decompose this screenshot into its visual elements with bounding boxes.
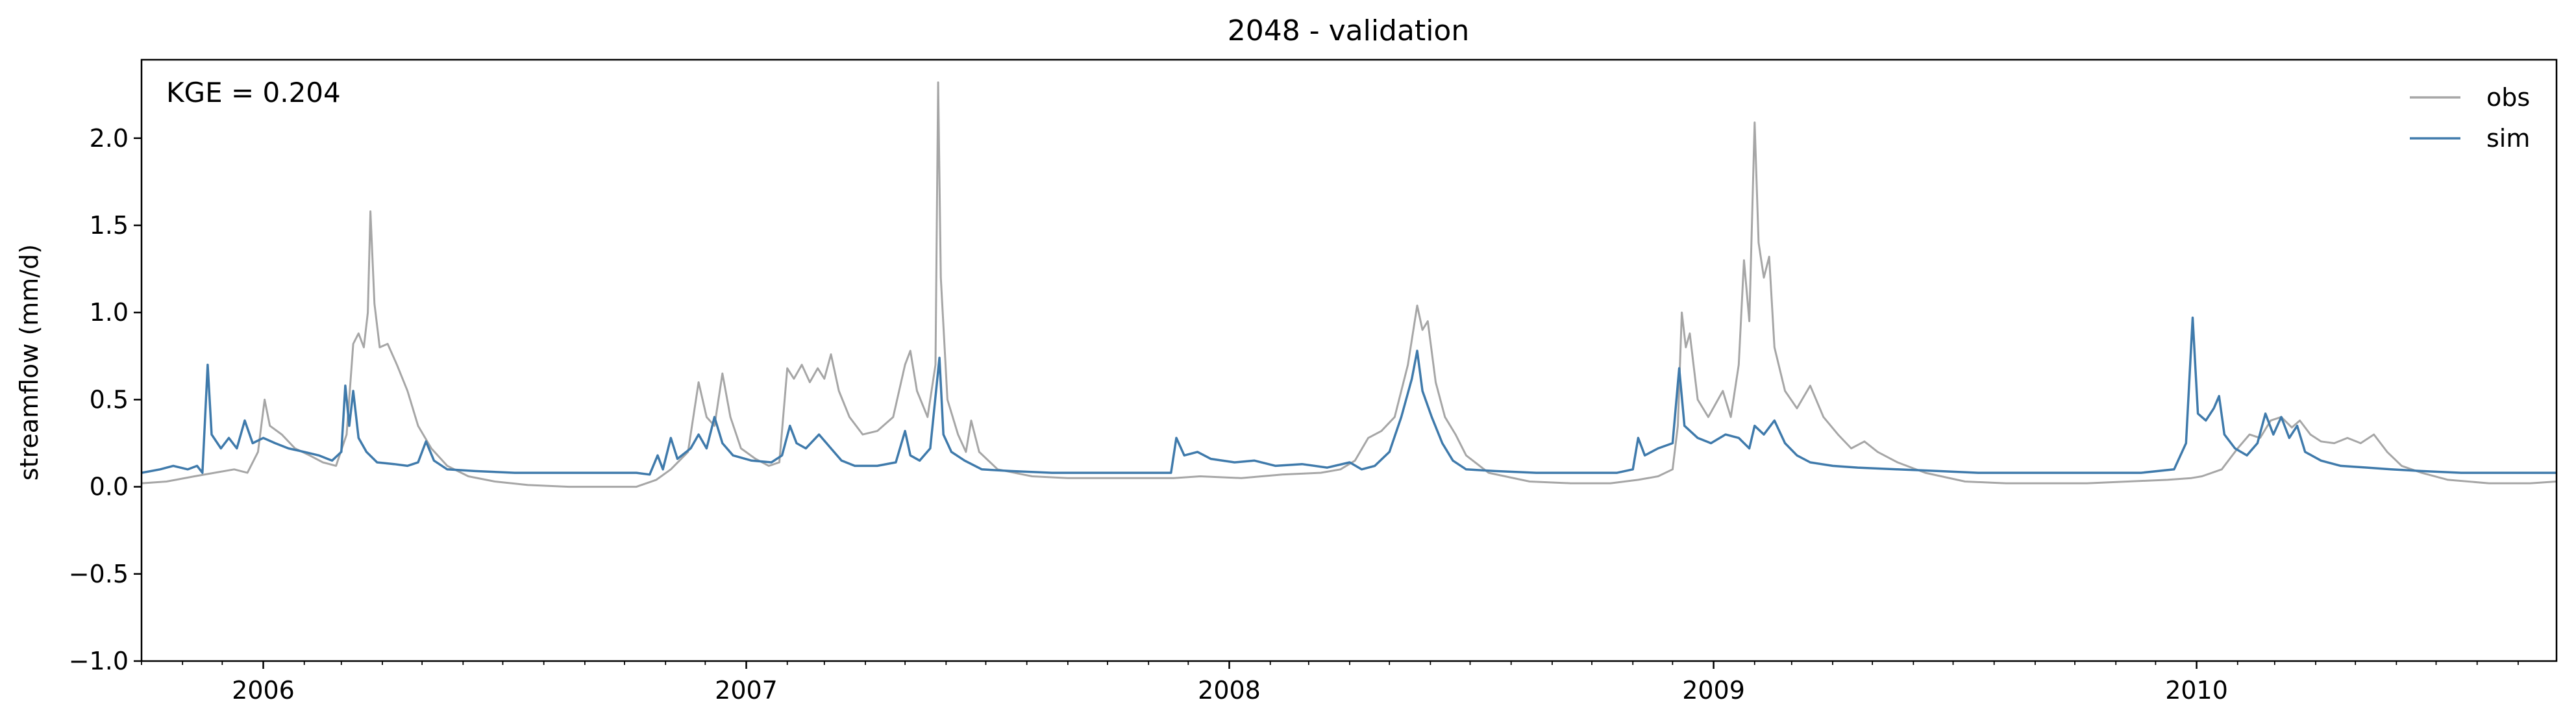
series-line-obs xyxy=(141,81,2557,488)
y-axis-label: streamflow (mm/d) xyxy=(15,244,43,481)
x-tick-label: 2009 xyxy=(1682,676,1745,705)
x-tick-label: 2006 xyxy=(232,676,295,705)
y-tick-label: 1.5 xyxy=(90,211,129,240)
chart-title: 2048 - validation xyxy=(1228,14,1469,47)
x-tick-label: 2008 xyxy=(1198,676,1261,705)
plot-frame xyxy=(140,58,2558,662)
series-line-sim xyxy=(141,316,2557,476)
x-tick-label: 2007 xyxy=(715,676,778,705)
y-tick-label: 0.0 xyxy=(90,473,129,501)
y-tick-label: 1.0 xyxy=(90,298,129,327)
kge-annotation: KGE = 0.204 xyxy=(166,77,341,108)
y-tick-label: −1.0 xyxy=(69,647,129,675)
plot-content xyxy=(141,81,2557,488)
y-axis-ticks: −1.0 −0.5 0.0 0.5 1.0 1.5 2.0 xyxy=(69,124,142,675)
y-tick-label: −0.5 xyxy=(69,560,129,588)
legend-label-sim: sim xyxy=(2486,124,2530,153)
y-tick-label: 2.0 xyxy=(90,124,129,153)
x-axis-ticks: 2006 2007 2008 2009 2010 xyxy=(141,661,2519,705)
y-tick-label: 0.5 xyxy=(90,385,129,414)
x-tick-label: 2010 xyxy=(2165,676,2228,705)
legend-label-obs: obs xyxy=(2486,83,2530,112)
legend: obs sim xyxy=(2410,83,2530,153)
